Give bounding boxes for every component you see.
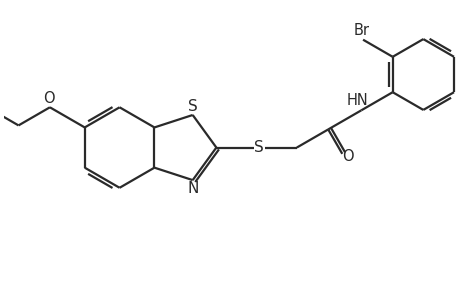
Text: O: O bbox=[43, 92, 55, 106]
Text: N: N bbox=[188, 182, 199, 196]
Text: S: S bbox=[187, 99, 197, 114]
Text: Br: Br bbox=[353, 23, 369, 38]
Text: O: O bbox=[341, 149, 353, 164]
Text: HN: HN bbox=[346, 93, 368, 108]
Text: S: S bbox=[253, 140, 263, 155]
